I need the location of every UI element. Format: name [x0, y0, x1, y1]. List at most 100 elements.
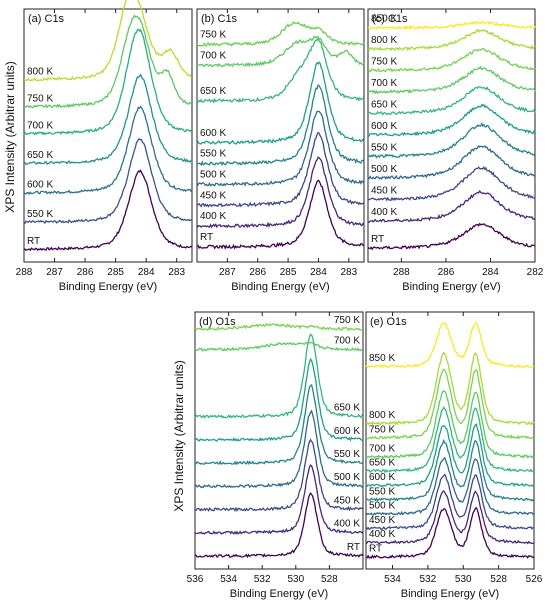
x-tick-label: 526 [526, 574, 543, 585]
series-line-2 [194, 464, 364, 535]
x-tick-label: 283 [340, 267, 357, 278]
panel-1: RT 550 K 600 K 650 K 700 K 750 K 800 K (a) C1s 2… [16, 0, 193, 293]
panel-5: RT 400 K 450 K 500 K 550 K 600 K 650 K 700 K 750… [365, 311, 543, 600]
series-label: 550 K [200, 149, 226, 160]
series-line-7 [194, 333, 364, 419]
series-label: 500 K [200, 169, 226, 180]
panel-frame [196, 8, 365, 263]
x-tick-label: 288 [16, 267, 33, 278]
series-line-5 [194, 383, 364, 466]
x-tick-label: 285 [107, 267, 124, 278]
x-tick-label: 285 [280, 267, 297, 278]
series-line-10 [367, 28, 536, 52]
series-line-4 [367, 144, 536, 180]
series-label: 700 K [334, 335, 360, 346]
series-line-4 [195, 409, 364, 489]
series-line-6 [194, 357, 364, 442]
series-line-1 [367, 222, 536, 251]
series-line-3 [194, 438, 364, 513]
series-line-9 [367, 47, 536, 73]
series-label: RT [369, 543, 382, 554]
panel-title: (d) O1s [199, 316, 236, 328]
series-line-7 [367, 85, 536, 116]
x-tick-label: 534 [220, 574, 237, 585]
x-tick-label: 528 [490, 574, 507, 585]
x-tick-label: 284 [482, 267, 499, 278]
series-label: 400 K [369, 529, 395, 540]
series-label: 700 K [27, 120, 53, 131]
series-label: 550 K [371, 143, 397, 154]
series-line-8 [367, 65, 536, 95]
series-line-5 [365, 438, 535, 502]
x-axis-label: Binding Energy (eV) [402, 281, 500, 293]
series-line-1 [196, 179, 365, 250]
series-label: 700 K [371, 78, 397, 89]
series-line-6 [367, 103, 536, 137]
series-line-2 [23, 138, 193, 225]
x-tick-label: 532 [254, 574, 271, 585]
series-label: 850 K [371, 13, 397, 24]
series-label: 650 K [369, 458, 395, 469]
x-tick-label: 528 [321, 574, 338, 585]
series-line-6 [365, 423, 535, 488]
series-line-7 [196, 37, 365, 104]
series-line-1 [23, 169, 193, 252]
y-axis-label-bottom: XPS Intensity (Arbitrar units) [172, 360, 186, 511]
series-line-2 [365, 490, 535, 545]
x-axis-label: Binding Energy (eV) [231, 281, 329, 293]
series-line-4 [23, 73, 192, 166]
panel-4: RT 400 K 450 K 500 K 550 K 600 K 650 K 700 K 750… [187, 311, 364, 600]
series-line-8 [196, 35, 365, 68]
series-line-11 [367, 20, 536, 31]
series-label: 600 K [27, 179, 53, 190]
x-tick-label: 532 [420, 574, 437, 585]
x-tick-label: 284 [138, 267, 155, 278]
series-label: 500 K [369, 501, 395, 512]
series-line-7 [365, 406, 535, 474]
x-tick-label: 287 [46, 267, 63, 278]
series-line-3 [367, 166, 536, 202]
panel-2: RT 400 K 450 K 500 K 550 K 600 K 650 K 700 K 750… [196, 8, 365, 293]
x-tick-label: 534 [384, 574, 401, 585]
x-tick-label: 530 [455, 574, 472, 585]
series-line-10 [365, 351, 535, 426]
panel-title: (c) C1s [372, 13, 408, 25]
series-line-3 [365, 473, 535, 531]
x-tick-label: 283 [168, 267, 185, 278]
panel-frame [23, 8, 193, 263]
series-label: 750 K [369, 424, 395, 435]
panel-title: (b) C1s [201, 13, 238, 25]
series-line-8 [365, 389, 535, 459]
series-label: 750 K [200, 30, 226, 41]
panel-title: (a) C1s [28, 13, 65, 25]
x-tick-label: 284 [310, 267, 327, 278]
series-line-5 [23, 28, 193, 136]
series-label: 750 K [371, 56, 397, 67]
series-line-9 [194, 322, 364, 332]
series-label: RT [347, 542, 360, 553]
series-label: 550 K [334, 449, 360, 460]
series-label: 500 K [371, 164, 397, 175]
series-line-4 [196, 110, 365, 187]
series-label: 650 K [27, 150, 53, 161]
y-axis-label-top: XPS Intensity (Arbitrar units) [3, 61, 17, 212]
series-line-3 [196, 131, 365, 208]
x-tick-label: 530 [287, 574, 304, 585]
series-label: 650 K [371, 100, 397, 111]
series-label: 800 K [369, 410, 395, 421]
x-tick-label: 536 [187, 574, 204, 585]
x-axis-label: Binding Energy (eV) [59, 281, 157, 293]
x-tick-label: 282 [527, 267, 544, 278]
series-line-5 [367, 122, 536, 159]
series-label: 550 K [27, 209, 53, 220]
x-axis-label: Binding Energy (eV) [230, 588, 328, 600]
panels-group: RT 550 K 600 K 650 K 700 K 750 K 800 K (a) C1s 2… [16, 0, 544, 600]
series-line-6 [24, 14, 193, 109]
series-label: 850 K [369, 353, 395, 364]
series-label: 550 K [369, 486, 395, 497]
series-label: 500 K [334, 472, 360, 483]
x-tick-label: 286 [77, 267, 94, 278]
series-label: 750 K [334, 315, 360, 326]
series-line-11 [365, 321, 535, 369]
